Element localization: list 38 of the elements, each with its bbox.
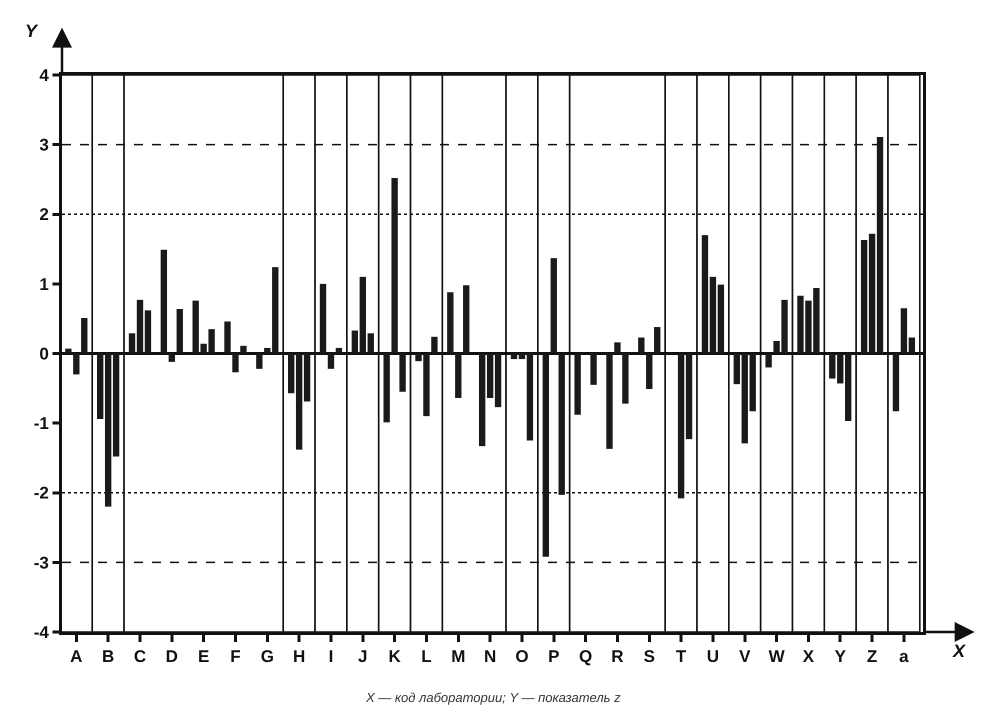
- x-tick-label: T: [676, 647, 687, 666]
- x-tick-label: O: [515, 647, 529, 666]
- x-tick-label: B: [102, 647, 114, 666]
- y-tick-label: -1: [34, 414, 49, 434]
- x-tick-label: a: [899, 647, 910, 666]
- x-tick-label: G: [260, 647, 274, 666]
- x-tick-label: E: [198, 647, 210, 666]
- x-tick-label: H: [292, 647, 306, 666]
- x-tick-label: P: [548, 647, 560, 666]
- x-tick-label: M: [451, 647, 466, 666]
- x-tick-label: D: [166, 647, 178, 666]
- y-tick-label: 1: [39, 274, 49, 294]
- x-tick-label: S: [644, 647, 655, 666]
- x-tick-label: Z: [866, 647, 878, 666]
- y-axis-title: Y: [25, 21, 39, 41]
- y-tick-label: -4: [34, 622, 50, 642]
- x-tick-label: C: [134, 647, 146, 666]
- y-tick-label: 4: [39, 66, 50, 85]
- x-tick-label: L: [421, 647, 432, 666]
- y-tick-label: 2: [39, 205, 49, 224]
- x-tick-label: A: [70, 647, 82, 666]
- y-tick-label: 0: [39, 344, 49, 364]
- x-tick-label: J: [358, 647, 368, 666]
- x-tick-label: U: [706, 647, 720, 666]
- x-tick-label: F: [230, 647, 241, 666]
- y-tick-label: 3: [39, 136, 49, 155]
- x-tick-label: X: [802, 647, 815, 666]
- x-tick-label: R: [611, 647, 624, 666]
- x-tick-label: V: [739, 647, 752, 666]
- y-tick-label: -2: [34, 484, 49, 503]
- x-tick-label: W: [768, 647, 786, 666]
- x-tick-label: Q: [578, 647, 592, 666]
- text: X — код лаборатории; Y — показатель z: [365, 690, 622, 705]
- x-tick-label: K: [388, 647, 402, 666]
- x-tick-label: I: [328, 647, 334, 666]
- x-tick-label: Y: [834, 647, 847, 666]
- y-tick-label: -3: [34, 553, 49, 572]
- x-tick-label: N: [484, 647, 496, 666]
